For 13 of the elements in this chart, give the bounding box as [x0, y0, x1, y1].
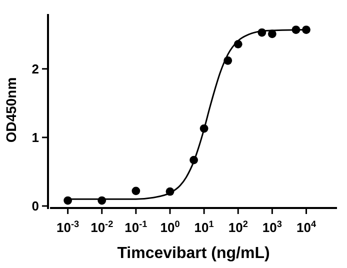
- x-axis-title: Timcevibart (ng/mL): [117, 245, 270, 262]
- x-tick-label: 10$^{-1}$: [124, 219, 148, 235]
- y-tick-label: 0: [32, 198, 39, 214]
- x-tick-label: 10$^{2}$: [228, 219, 248, 235]
- y-tick-label: 2: [32, 61, 39, 76]
- x-tick-label: 10$^{-3}$: [56, 219, 80, 235]
- x-tick-label: 10$^{-2}$: [90, 219, 114, 235]
- x-tick-label: 10$^{4}$: [296, 219, 317, 235]
- y-tick-label: 1: [32, 130, 39, 145]
- x-tick-label: 10$^{3}$: [262, 219, 282, 235]
- y-axis-title: OD450nm: [3, 77, 19, 143]
- x-tick-label: 10$^{0}$: [160, 219, 180, 235]
- x-tick-label: 10$^{1}$: [194, 219, 214, 235]
